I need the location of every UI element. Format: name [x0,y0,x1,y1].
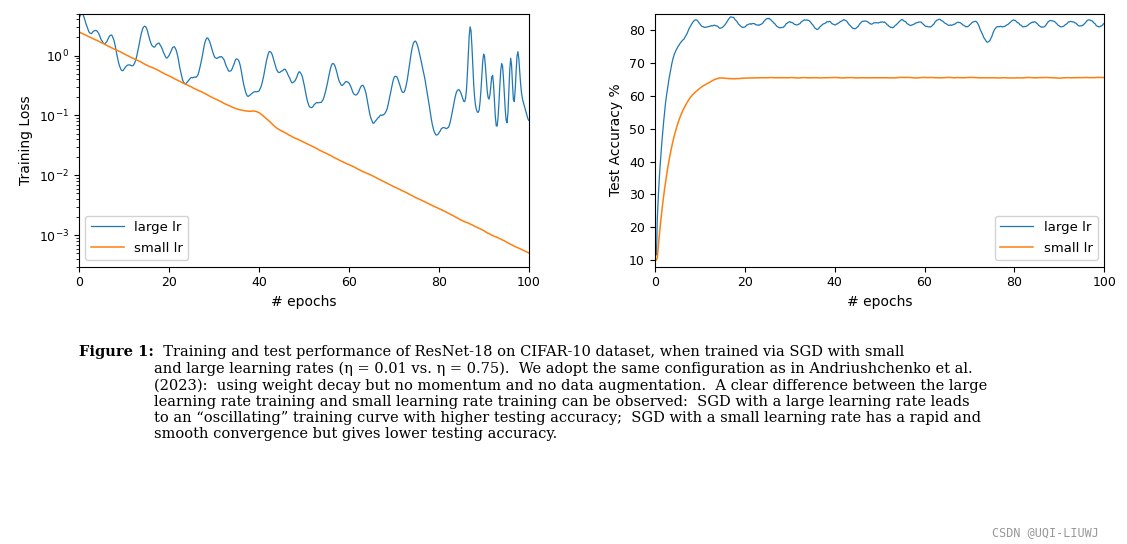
large lr [513,67,526,74]
small lr [964,74,977,81]
Text: Figure 1:: Figure 1: [79,345,153,360]
small lr [649,257,663,263]
small lr [72,29,86,35]
large lr [648,253,662,259]
large lr [72,16,86,22]
large lr [1098,20,1111,27]
large lr [724,14,737,20]
large lr [862,20,876,26]
small lr [916,74,930,81]
large lr [1088,20,1101,27]
large lr [317,96,330,103]
small lr [316,148,329,154]
small lr [286,133,300,140]
small lr [522,250,535,256]
Text: CSDN @UQI-LIUWJ: CSDN @UQI-LIUWJ [993,527,1099,539]
small lr [340,160,354,167]
large lr [431,132,444,138]
Line: small lr: small lr [79,32,529,253]
large lr [290,76,303,82]
large lr [916,21,930,27]
Y-axis label: Training Loss: Training Loss [19,95,34,185]
Line: small lr: small lr [655,77,1104,260]
large lr [866,21,879,27]
large lr [893,19,906,26]
Legend: large lr, small lr: large lr, small lr [86,215,188,260]
small lr [289,135,302,141]
Line: large lr: large lr [655,17,1104,256]
Line: large lr: large lr [79,13,529,135]
Y-axis label: Test Accuracy %: Test Accuracy % [610,84,623,196]
large lr [340,79,354,85]
large lr [522,117,535,123]
large lr [74,10,88,16]
small lr [1089,75,1102,81]
small lr [1019,75,1032,81]
large lr [1018,23,1031,30]
small lr [862,75,876,81]
small lr [512,244,525,251]
small lr [648,257,662,263]
small lr [441,209,454,216]
Legend: large lr, small lr: large lr, small lr [995,215,1098,260]
small lr [866,75,879,81]
small lr [893,75,906,81]
large lr [286,79,300,85]
large lr [443,122,456,128]
Text: Training and test performance of ResNet-18 on CIFAR-10 dataset, when trained via: Training and test performance of ResNet-… [153,345,987,441]
X-axis label: # epochs: # epochs [846,295,912,309]
small lr [1098,75,1111,81]
X-axis label: # epochs: # epochs [272,295,337,309]
